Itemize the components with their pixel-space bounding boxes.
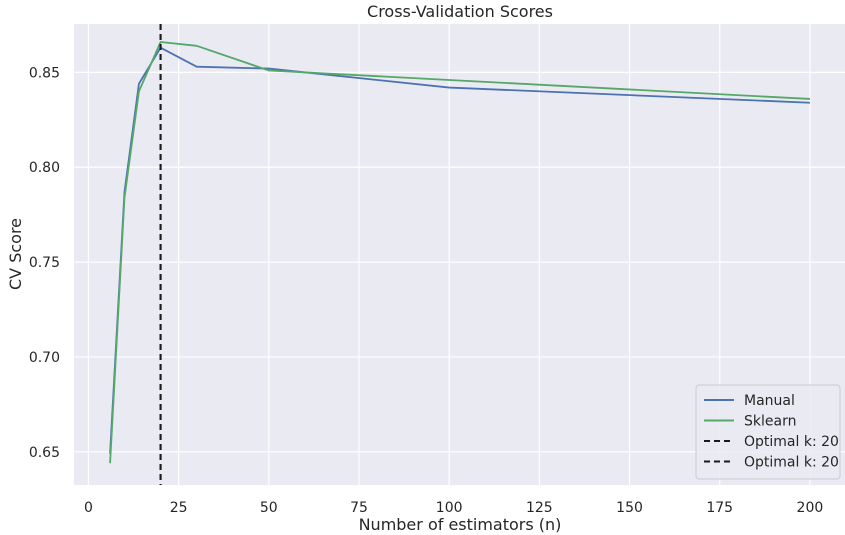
series-lines <box>109 41 810 464</box>
x-axis-label: Number of estimators (n) <box>359 515 562 534</box>
x-tick-label: 50 <box>260 500 278 516</box>
legend-label: Sklearn <box>744 414 796 430</box>
x-tick-label: 175 <box>706 500 733 516</box>
x-tick-label: 25 <box>170 500 188 516</box>
legend: Manual Sklearn Optimal k: 20 Optimal k: 20 <box>695 384 841 480</box>
x-tick-label: 125 <box>526 500 553 516</box>
x-tick-label: 150 <box>616 500 643 516</box>
y-axis-ticks: 0.65 0.70 0.75 0.80 0.85 <box>29 65 60 460</box>
legend-label: Manual <box>744 393 795 409</box>
y-tick-label: 0.75 <box>29 255 60 271</box>
y-tick-label: 0.70 <box>29 350 60 366</box>
y-axis-label: CV Score <box>6 218 25 290</box>
legend-box <box>695 384 841 480</box>
x-tick-label: 75 <box>350 500 368 516</box>
series-line-sklearn <box>109 41 810 464</box>
x-tick-label: 100 <box>436 500 463 516</box>
x-axis-ticks: 0 25 50 75 100 125 150 175 200 <box>84 500 823 516</box>
legend-label: Optimal k: 20 <box>744 434 839 450</box>
x-tick-label: 200 <box>797 500 824 516</box>
y-tick-label: 0.65 <box>29 445 60 461</box>
legend-label: Optimal k: 20 <box>744 455 839 471</box>
x-tick-label: 0 <box>84 500 93 516</box>
chart-title: Cross-Validation Scores <box>367 2 553 21</box>
y-tick-label: 0.80 <box>29 160 60 176</box>
y-tick-label: 0.85 <box>29 65 60 81</box>
